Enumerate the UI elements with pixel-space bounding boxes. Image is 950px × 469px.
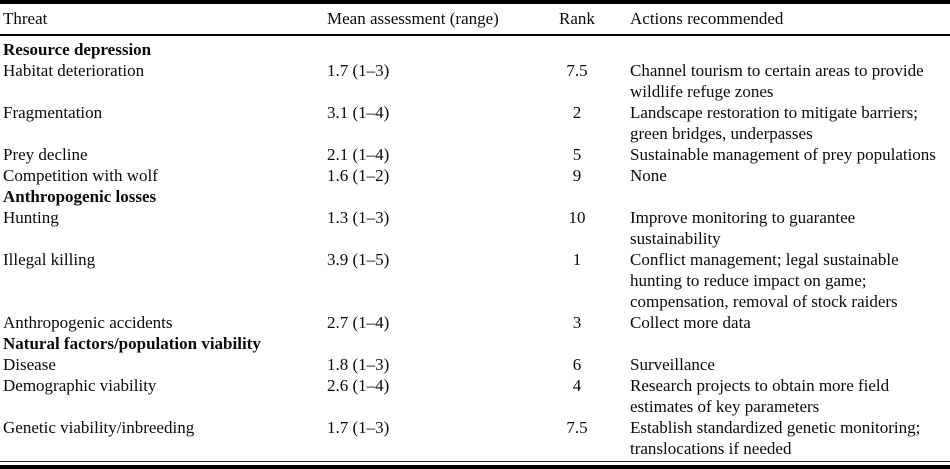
mean-cell: 2.6 (1–4) [327, 376, 390, 395]
mean-cell: 3.1 (1–4) [327, 103, 390, 122]
section-header: Natural factors/population viability [3, 334, 261, 353]
table-row: Anthropogenic accidents 2.7 (1–4) 3 Collect… [0, 312, 950, 333]
rank-cell: 7.5 [566, 61, 588, 80]
actions-cell: Surveillance [630, 355, 715, 374]
mean-cell: 2.7 (1–4) [327, 313, 390, 332]
threat-cell: Anthropogenic accidents [3, 313, 173, 332]
threat-cell: Disease [3, 355, 56, 374]
header-row: Threat Mean assessment (range) Rank Acti… [0, 2, 950, 36]
threat-cell: Genetic viability/inbreeding [3, 418, 195, 437]
mean-cell: 1.8 (1–3) [327, 355, 390, 374]
rank-cell: 3 [572, 313, 582, 332]
actions-cell: Research projects to obtain more field e… [630, 376, 890, 416]
mean-cell: 1.7 (1–3) [327, 418, 390, 437]
mean-cell: 3.9 (1–5) [327, 250, 390, 269]
table-row: Hunting 1.3 (1–3) 10 Improve monitoring to … [0, 207, 950, 249]
table-row: Demographic viability 2.6 (1–4) 4 Research … [0, 375, 950, 417]
column-header-actions: Actions recommended [613, 2, 950, 36]
rank-cell: 7.5 [566, 418, 588, 437]
threat-cell: Illegal killing [3, 250, 96, 269]
rank-cell: 5 [572, 145, 582, 164]
mean-cell: 1.6 (1–2) [327, 166, 390, 185]
bottom-double-rule [0, 461, 950, 469]
column-header-threat: Threat [0, 2, 322, 36]
rank-cell: 1 [572, 250, 582, 269]
section-header: Resource depression [3, 40, 152, 59]
table-row: Habitat deterioration 1.7 (1–3) 7.5 Channel… [0, 60, 950, 102]
table-body: Resource depression Habitat deterioration… [0, 35, 950, 459]
column-header-rank: Rank [541, 2, 613, 36]
section-header: Anthropogenic losses [3, 187, 157, 206]
section-header-row: Resource depression [0, 35, 950, 60]
table-row: Disease 1.8 (1–3) 6 Surveillance [0, 354, 950, 375]
actions-cell: Collect more data [630, 313, 751, 332]
actions-cell: Improve monitoring to guarantee sustaina… [630, 208, 856, 248]
actions-cell: Establish standardized genetic monitorin… [630, 418, 921, 458]
actions-cell: Landscape restoration to mitigate barrie… [630, 103, 918, 143]
rank-cell: 2 [572, 103, 582, 122]
mean-cell: 1.3 (1–3) [327, 208, 390, 227]
actions-cell: Sustainable management of prey populatio… [630, 145, 936, 164]
threat-cell: Hunting [3, 208, 59, 227]
threat-cell: Prey decline [3, 145, 88, 164]
rank-cell: 6 [572, 355, 582, 374]
actions-cell: None [630, 166, 667, 185]
rank-cell: 4 [572, 376, 582, 395]
rank-cell: 9 [572, 166, 582, 185]
mean-cell: 1.7 (1–3) [327, 61, 390, 80]
section-header-row: Natural factors/population viability [0, 333, 950, 354]
threats-table: Threat Mean assessment (range) Rank Acti… [0, 0, 950, 459]
section-header-row: Anthropogenic losses [0, 186, 950, 207]
table-row: Fragmentation 3.1 (1–4) 2 Landscape restora… [0, 102, 950, 144]
mean-cell: 2.1 (1–4) [327, 145, 390, 164]
rank-cell: 10 [568, 208, 586, 227]
threat-cell: Demographic viability [3, 376, 157, 395]
table-row: Prey decline 2.1 (1–4) 5 Sustainable manage… [0, 144, 950, 165]
column-header-mean: Mean assessment (range) [322, 2, 541, 36]
threat-cell: Habitat deterioration [3, 61, 145, 80]
threat-cell: Fragmentation [3, 103, 103, 122]
table-row: Competition with wolf 1.6 (1–2) 9 None [0, 165, 950, 186]
table-row: Illegal killing 3.9 (1–5) 1 Conflict manage… [0, 249, 950, 312]
threat-cell: Competition with wolf [3, 166, 158, 185]
actions-cell: Conflict management; legal sustainable h… [630, 250, 899, 311]
table-header: Threat Mean assessment (range) Rank Acti… [0, 2, 950, 36]
table-row: Genetic viability/inbreeding 1.7 (1–3) 7.5… [0, 417, 950, 459]
actions-cell: Channel tourism to certain areas to prov… [630, 61, 924, 101]
